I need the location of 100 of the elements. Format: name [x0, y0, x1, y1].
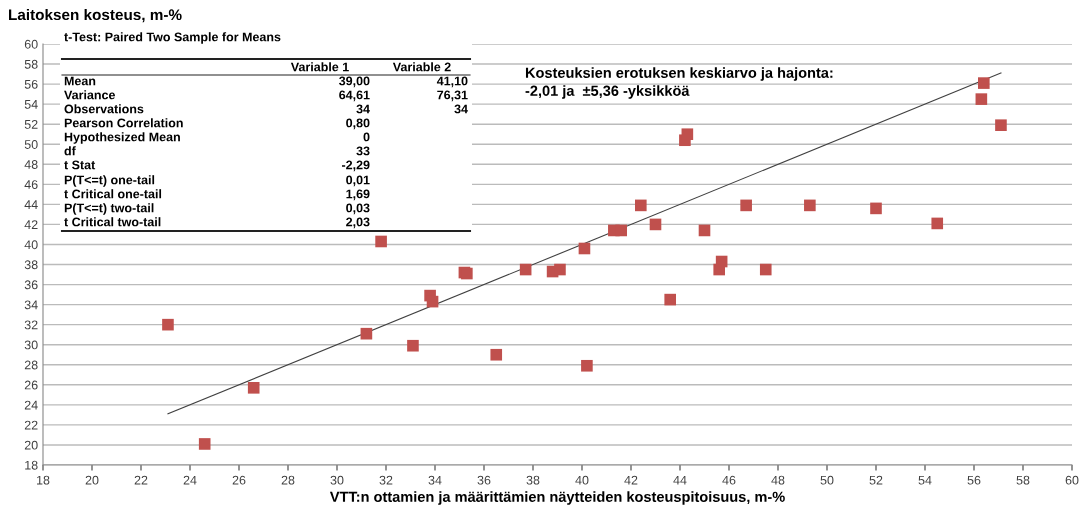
- y-tick-label: 58: [24, 59, 38, 69]
- point: [977, 77, 990, 89]
- annotation: 0: [363, 132, 370, 142]
- x-tick-label: 18: [37, 475, 50, 485]
- point: [931, 217, 944, 230]
- y-tick-label: 38: [24, 260, 38, 270]
- x-tick-label: 52: [869, 475, 883, 485]
- x-tick-label: 26: [232, 475, 246, 485]
- y-axis-title: Laitoksen kosteus, m-%: [9, 8, 182, 23]
- point: [995, 119, 1007, 131]
- x-tick-label: 32: [379, 475, 393, 485]
- annotation: 0,01: [346, 175, 370, 187]
- annotation: 41,10: [436, 76, 468, 88]
- y-tick-label: 24: [24, 400, 38, 410]
- point: [519, 263, 532, 276]
- x-tick-label: 20: [85, 475, 99, 485]
- annotation: Mean: [64, 76, 96, 86]
- annotation: P(T<=t) one-tail: [64, 175, 155, 187]
- point: [490, 348, 503, 361]
- point: [975, 93, 988, 105]
- y-tick-label: 42: [24, 220, 38, 229]
- point: [581, 359, 593, 372]
- point: [554, 263, 566, 276]
- y-tick-label: 40: [24, 240, 38, 250]
- y-tick-label: 18: [25, 460, 38, 470]
- point: [759, 263, 772, 276]
- annotation: 34: [454, 104, 468, 114]
- annotation: Kosteuksien erotuksen keskiarvo ja hajonta:: [525, 67, 833, 81]
- point: [649, 218, 662, 231]
- y-tick-label: 54: [24, 100, 38, 109]
- y-tick-label: 32: [24, 320, 38, 330]
- annotation: 1,69: [346, 189, 370, 201]
- y-tick-label: 22: [24, 420, 38, 430]
- y-tick-label: 30: [24, 340, 38, 350]
- y-tick-label: 34: [24, 300, 38, 310]
- annotation: Variable 1: [290, 62, 349, 72]
- x-tick-label: 24: [183, 475, 197, 485]
- y-tick-label: 28: [24, 360, 38, 370]
- point: [715, 255, 728, 268]
- point: [740, 199, 752, 212]
- x-tick-label: 38: [526, 475, 540, 485]
- annotation: Pearson Correlation: [64, 118, 183, 128]
- annotation: -2,29: [342, 160, 370, 172]
- x-tick-label: 46: [722, 475, 736, 485]
- y-tick-label: 50: [24, 140, 38, 149]
- x-tick-label: 40: [575, 475, 589, 485]
- text: t-Test: Paired Two Sample for Means: [64, 32, 281, 44]
- y-tick-label: 26: [24, 380, 38, 390]
- y-tick-label: 52: [24, 119, 38, 129]
- annotation: t Stat: [64, 160, 96, 170]
- y-tick-label: 44: [24, 200, 38, 209]
- x-tick-label: 48: [771, 475, 785, 485]
- point: [664, 293, 677, 306]
- annotation: Hypothesized Mean: [64, 132, 180, 144]
- x-tick-label: 60: [1065, 475, 1079, 485]
- annotation: P(T<=t) two-tail: [64, 203, 154, 215]
- point: [681, 128, 694, 141]
- point: [870, 202, 882, 215]
- x-tick-label: 56: [967, 475, 981, 485]
- y-tick-label: 36: [24, 280, 38, 290]
- x-tick-label: 42: [624, 475, 638, 485]
- x-tick-label: 50: [820, 475, 834, 485]
- x-tick-label: 44: [673, 475, 687, 485]
- annotation: df: [64, 146, 76, 156]
- annotation: 2,03: [346, 217, 370, 229]
- point: [698, 224, 711, 237]
- annotation: t Critical two-tail: [64, 217, 161, 227]
- annotation: t Critical one-tail: [64, 189, 162, 199]
- annotation: 0,03: [346, 203, 370, 215]
- x-tick-label: 36: [477, 475, 491, 485]
- point: [426, 295, 439, 308]
- point: [407, 339, 419, 352]
- x-tick-label: 34: [428, 475, 442, 485]
- annotation: -2,01 ja ±5,36 -yksikköä: [525, 85, 690, 99]
- point: [634, 199, 647, 212]
- y-tick-label: 20: [24, 440, 38, 450]
- y-tick-label: 48: [24, 160, 38, 169]
- point: [247, 382, 260, 394]
- annotation: Observations: [64, 104, 144, 114]
- x-axis-title: VTT:n ottamien ja määrittämien näytteiden kosteuspitoisuus, m-%: [329, 491, 785, 505]
- annotation: 0,80: [346, 118, 370, 130]
- annotation: 33: [356, 146, 370, 156]
- point: [375, 235, 387, 248]
- point: [198, 438, 211, 450]
- annotation: Variance: [64, 90, 115, 100]
- point: [162, 318, 174, 331]
- point: [578, 242, 591, 255]
- x-tick-label: 22: [134, 475, 148, 485]
- point: [360, 327, 373, 340]
- annotation: 64,61: [339, 90, 370, 102]
- annotation: Variable 2: [392, 62, 451, 72]
- point: [615, 224, 628, 237]
- y-tick-label: 46: [24, 180, 38, 189]
- x-tick-label: 58: [1016, 475, 1030, 485]
- annotation: 76,31: [437, 90, 468, 102]
- annotation: 34: [356, 104, 370, 114]
- x-tick-label: 28: [281, 475, 295, 485]
- x-tick-label: 30: [330, 475, 344, 485]
- annotation: 39,00: [339, 76, 370, 88]
- point: [804, 199, 816, 212]
